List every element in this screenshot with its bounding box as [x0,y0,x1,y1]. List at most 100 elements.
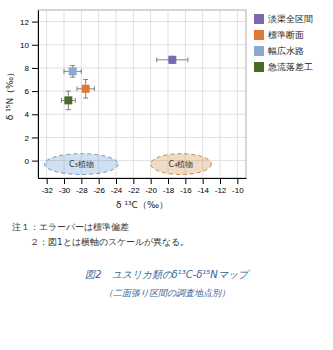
grid-line-y [38,137,246,138]
y-tick-mark [32,114,38,115]
x-tick-label: -10 [232,186,244,195]
x-tick-mark [203,178,204,184]
y-tick-mark [32,91,38,92]
y-tick-label: 8 [25,64,30,73]
y-tick-label: 12 [20,18,29,27]
x-tick: -20 [145,178,157,195]
x-tick-label: -30 [59,186,71,195]
plot-area [45,56,212,175]
x-tick-mark [47,178,48,184]
subtitle: （二面張り区間の調査地点別） [104,288,230,298]
chart: -32 -30 -28 -26 -24 -22 -20 -18 -16 -14 -12 -10 0 2 4 6… [0,0,333,350]
legend-swatch [254,62,264,72]
legend-label: 急流落差工 [267,62,313,72]
y-axis: 0 2 4 6 8 10 12 [20,11,38,179]
x-tick-mark [168,178,169,184]
grid-line-x [133,10,134,178]
x-tick-label: -12 [215,186,227,195]
grid [38,10,246,178]
x-tick: -26 [93,178,105,195]
grid-line-x [46,10,47,178]
grid-line-x [98,10,99,178]
x-tick-mark [185,178,186,184]
y-tick-label: 0 [25,157,30,166]
x-tick-label: -26 [93,186,105,195]
point [82,85,90,93]
x-tick: -24 [111,178,123,195]
legend-swatch [254,30,264,40]
grid-line-x [81,10,82,178]
series [157,56,188,64]
legend-label: 淡渠全区間 [268,14,313,24]
legend-label: 幅広水路 [268,46,304,56]
x-tick-label: -24 [111,186,123,195]
x-tick-mark [220,178,221,184]
y-tick-mark [32,68,38,69]
y-tick-mark [32,161,38,162]
series [64,66,81,78]
region-ellipse [45,154,119,175]
x-tick-mark [64,178,65,184]
x-axis-line [39,178,247,179]
x-tick-label: -14 [197,186,209,195]
x-tick: -14 [197,178,209,195]
series [77,80,94,99]
legend-swatch [254,46,264,56]
x-tick-label: -16 [180,186,192,195]
series [61,91,75,110]
x-tick-mark [133,178,134,184]
x-tick-label: -32 [41,186,53,195]
y-tick-label: 4 [25,110,30,119]
x-tick-mark [99,178,100,184]
y-tick: 2 [25,134,38,143]
grid-line-x [237,10,238,178]
grid-line-x [185,10,186,178]
legend: 淡渠全区間標準断面幅広水路急流落差工 [254,14,313,73]
y-axis-title: δ ¹⁵N（‰） [5,68,15,120]
region-ellipse [151,154,212,175]
grid-line-x [64,10,65,178]
x-tick: -32 [41,178,53,195]
y-tick-label: 2 [25,134,30,143]
y-tick: 10 [20,41,38,50]
grid-line-x [202,10,203,178]
grid-line-x [150,10,151,178]
title: 図2 ユスリカ類のδ¹³C-δ¹⁵Nマップ [85,269,251,280]
grid-line-x [116,10,117,178]
x-axis: -32 -30 -28 -26 -24 -22 -20 -18 -16 -14 -12 -10 [39,178,247,195]
x-tick-mark [81,178,82,184]
x-tick: -10 [232,178,244,195]
note: 注１：エラーバーは標準偏差 [12,222,129,232]
x-tick: -16 [180,178,192,195]
y-tick-label: 6 [25,87,30,96]
y-tick: 0 [25,157,38,166]
x-tick: -28 [76,178,88,195]
y-tick: 6 [25,87,38,96]
x-tick: -12 [215,178,227,195]
y-tick-mark [32,22,38,23]
y-tick-mark [32,137,38,138]
x-tick-label: -20 [145,186,157,195]
plot-frame [38,10,246,178]
x-tick-label: -28 [76,186,88,195]
x-tick-mark [116,178,117,184]
point [168,56,176,64]
y-tick: 12 [20,18,38,27]
legend-swatch [254,14,264,24]
grid-line-y [38,114,246,115]
grid-line-x [168,10,169,178]
note: ２：図1とは横軸のスケールが異なる。 [30,237,189,247]
x-tick-mark [151,178,152,184]
x-tick: -18 [163,178,175,195]
x-tick-label: -18 [163,186,175,195]
region-label: C₃植物 [69,160,94,169]
y-tick: 4 [25,110,38,119]
x-axis-title: δ ¹³C（‰） [116,200,168,210]
y-tick-label: 10 [20,41,29,50]
y-axis-line [38,11,39,179]
x-tick-label: -22 [128,186,140,195]
grid-line-y [38,21,246,22]
x-tick: -30 [59,178,71,195]
x-tick: -22 [128,178,140,195]
point [64,96,72,104]
